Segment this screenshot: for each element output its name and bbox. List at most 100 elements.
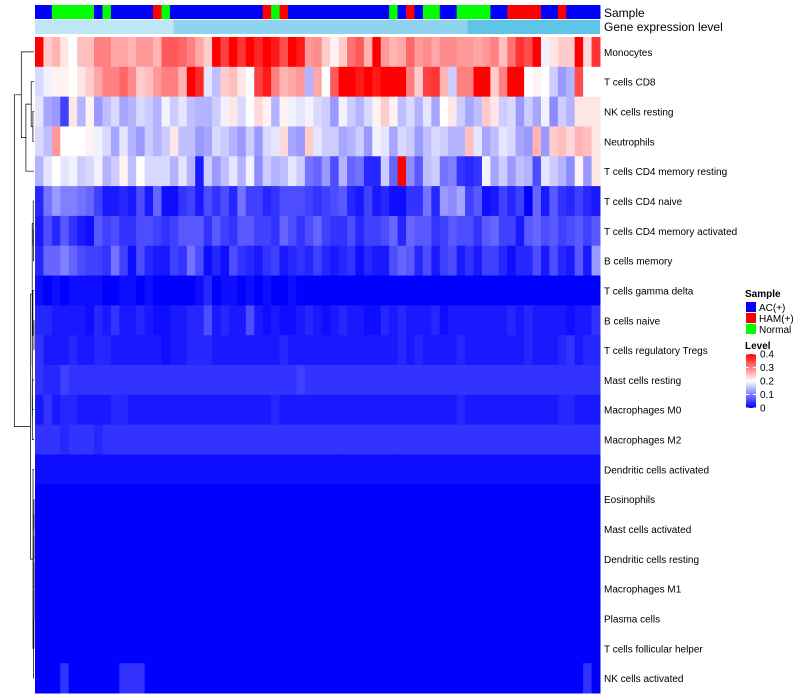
heatmap-cell bbox=[313, 454, 323, 485]
heatmap-cell bbox=[68, 365, 78, 396]
heatmap-cell bbox=[136, 335, 146, 366]
sample-annotation-cell bbox=[363, 5, 373, 19]
heatmap-cell bbox=[574, 245, 584, 277]
legend-swatch-ac bbox=[746, 302, 756, 312]
heatmap-cell bbox=[85, 66, 95, 98]
heatmap-cell bbox=[169, 663, 179, 694]
heatmap-cell bbox=[355, 394, 365, 426]
heatmap-cell bbox=[85, 514, 95, 545]
heatmap-cell bbox=[119, 514, 129, 545]
heatmap-cell bbox=[557, 186, 567, 217]
row-label: T cells CD4 naive bbox=[604, 197, 683, 208]
heatmap-cell bbox=[380, 454, 390, 485]
heatmap-cell bbox=[60, 365, 70, 396]
heatmap-cell bbox=[363, 37, 373, 68]
heatmap-cell bbox=[465, 126, 474, 157]
heatmap-cell bbox=[439, 215, 449, 247]
heatmap-cell bbox=[271, 633, 281, 664]
heatmap-cell bbox=[304, 126, 314, 157]
heatmap-cell bbox=[406, 543, 415, 575]
heatmap-cell bbox=[498, 37, 508, 68]
heatmap-cell bbox=[262, 37, 272, 68]
heatmap-cell bbox=[51, 215, 61, 247]
heatmap-cell bbox=[203, 275, 213, 306]
heatmap-cell bbox=[136, 275, 146, 306]
heatmap-cell bbox=[397, 454, 407, 485]
heatmap-cell bbox=[119, 335, 129, 366]
sample-annotation-cell bbox=[245, 5, 255, 19]
heatmap-cell bbox=[203, 543, 213, 575]
heatmap-cell bbox=[245, 126, 255, 157]
heatmap-cell bbox=[136, 365, 146, 396]
heatmap-cell bbox=[85, 394, 95, 426]
heatmap-cell bbox=[136, 245, 146, 277]
heatmap-cell bbox=[51, 543, 61, 575]
sample-annotation-cell bbox=[465, 5, 474, 19]
heatmap-cell bbox=[212, 514, 222, 545]
heatmap-cell bbox=[237, 66, 247, 98]
heatmap-cell bbox=[549, 454, 559, 485]
heatmap-cell bbox=[583, 126, 593, 157]
heatmap-cell bbox=[136, 215, 146, 247]
heatmap-cell bbox=[60, 186, 70, 217]
legend-label-normal: Normal bbox=[759, 325, 791, 336]
heatmap-cell bbox=[330, 156, 340, 187]
heatmap-cell bbox=[153, 186, 162, 217]
heatmap-cell bbox=[566, 126, 576, 157]
heatmap-cell bbox=[448, 126, 458, 157]
heatmap-cell bbox=[406, 215, 415, 247]
heatmap-cell bbox=[186, 335, 196, 366]
heatmap-cell bbox=[540, 156, 550, 187]
heatmap-cell bbox=[397, 394, 407, 426]
heatmap-cell bbox=[557, 633, 567, 664]
heatmap-cell bbox=[515, 633, 525, 664]
heatmap-cell bbox=[372, 543, 382, 575]
heatmap-cell bbox=[347, 543, 356, 575]
heatmap-cell bbox=[77, 186, 87, 217]
heatmap-cell bbox=[304, 37, 314, 68]
heatmap-cell bbox=[304, 394, 314, 426]
heatmap-cell bbox=[574, 186, 584, 217]
heatmap-cell bbox=[566, 394, 576, 426]
heatmap-cell bbox=[77, 275, 87, 306]
heatmap-cell bbox=[456, 215, 466, 247]
heatmap-cell bbox=[515, 424, 525, 455]
heatmap-cell bbox=[271, 514, 281, 545]
heatmap-cell bbox=[68, 603, 78, 634]
heatmap-cell bbox=[490, 126, 500, 157]
heatmap-cell bbox=[338, 156, 348, 187]
heatmap-cell bbox=[220, 424, 230, 455]
heatmap-cell bbox=[144, 573, 154, 605]
sample-annotation-cell bbox=[431, 5, 441, 19]
heatmap-cell bbox=[203, 424, 213, 455]
heatmap-cell bbox=[557, 126, 567, 157]
heatmap-cell bbox=[566, 514, 576, 545]
heatmap-cell bbox=[237, 275, 247, 306]
heatmap-cell bbox=[507, 454, 517, 485]
heatmap-cell bbox=[68, 424, 78, 455]
sample-annotation-cell bbox=[85, 5, 95, 19]
heatmap-cell bbox=[549, 543, 559, 575]
heatmap-cell bbox=[422, 305, 432, 336]
heatmap-cell bbox=[330, 335, 340, 366]
heatmap-cell bbox=[77, 335, 87, 366]
heatmap-cell bbox=[515, 37, 525, 68]
heatmap-cell bbox=[456, 186, 466, 217]
heatmap-cell bbox=[355, 335, 365, 366]
heatmap-cell bbox=[439, 603, 449, 634]
heatmap-cell bbox=[127, 543, 137, 575]
heatmap-cell bbox=[161, 275, 171, 306]
heatmap-cell bbox=[68, 335, 78, 366]
heatmap-cell bbox=[481, 514, 491, 545]
heatmap-cell bbox=[321, 96, 331, 127]
heatmap-cell bbox=[574, 96, 584, 127]
heatmap-cell bbox=[473, 454, 483, 485]
heatmap-cell bbox=[481, 543, 491, 575]
heatmap-cell bbox=[397, 365, 407, 396]
heatmap-cell bbox=[186, 186, 196, 217]
heatmap-cell bbox=[313, 484, 323, 515]
heatmap-cell bbox=[456, 573, 466, 605]
heatmap-cell bbox=[296, 394, 306, 426]
heatmap-cell bbox=[169, 37, 179, 68]
heatmap-cell bbox=[557, 394, 567, 426]
